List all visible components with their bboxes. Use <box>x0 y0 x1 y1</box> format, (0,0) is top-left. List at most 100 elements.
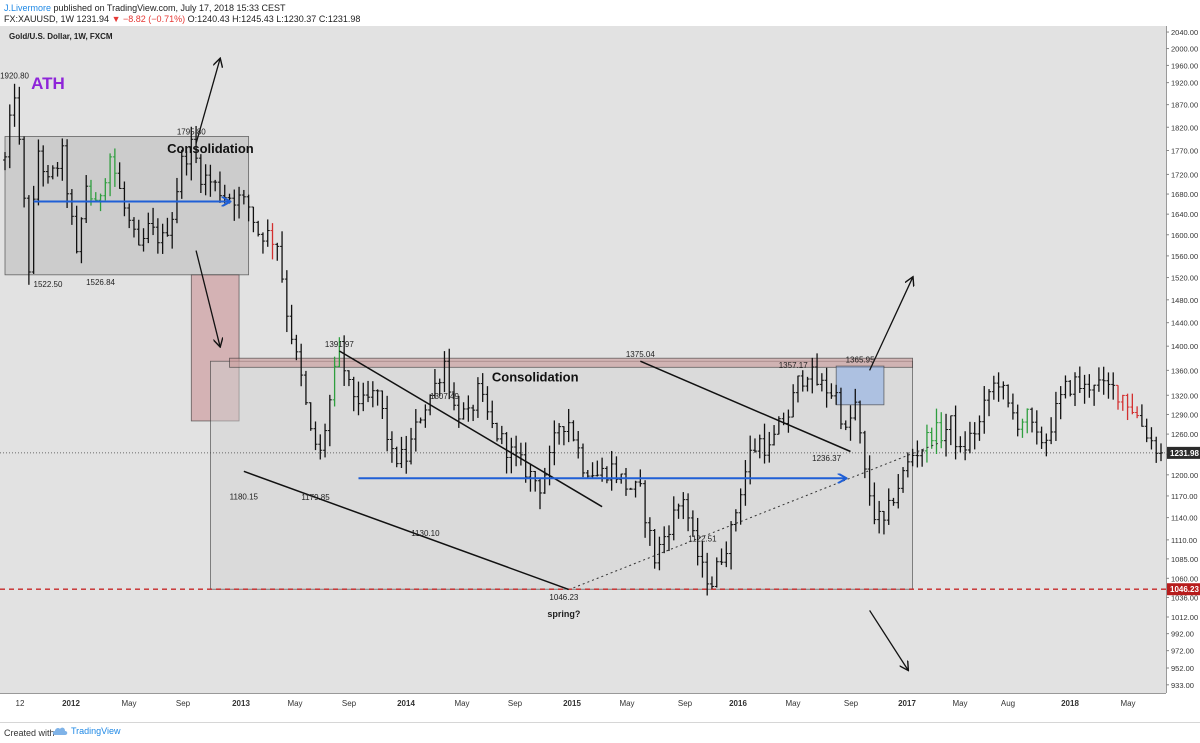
price-tick-label: 1680.00 <box>1171 190 1198 199</box>
price-tick-label: 1170.00 <box>1171 492 1198 501</box>
support-price-marker <box>1167 583 1200 596</box>
time-tick-label: May <box>454 699 469 708</box>
last-price: 1231.94 <box>76 14 110 24</box>
tradingview-link[interactable]: TradingView <box>52 726 121 736</box>
swing-price-label: 1357.17 <box>779 361 808 370</box>
time-tick-label: 12 <box>16 699 25 708</box>
time-axis-background <box>0 693 1166 722</box>
trendline <box>243 470 569 591</box>
spring-label: spring? <box>547 609 580 619</box>
price-tick-label: 1960.00 <box>1171 61 1198 70</box>
time-tick-label: Sep <box>844 699 859 708</box>
time-tick-label: Sep <box>508 699 523 708</box>
time-tick-label: 2018 <box>1061 699 1079 708</box>
ath-label: ATH <box>31 74 65 93</box>
price-tick-label: 1200.00 <box>1171 471 1198 480</box>
time-tick-label: 2013 <box>232 699 250 708</box>
swing-price-label: 1795.80 <box>177 127 206 136</box>
direction-arrow <box>869 610 908 669</box>
low-value: 1230.37 <box>283 14 317 24</box>
low-label: L: <box>276 14 284 24</box>
time-tick-label: May <box>287 699 302 708</box>
price-tick-label: 1520.00 <box>1171 274 1198 283</box>
publish-header: J.Livermore published on TradingView.com… <box>0 0 1200 26</box>
last-price-marker <box>1167 446 1200 459</box>
direction-arrow <box>869 278 913 371</box>
down-triangle-icon: ▼ <box>111 14 121 24</box>
swing-price-label: 1236.37 <box>812 454 841 463</box>
support-price-marker-label: 1046.23 <box>1170 585 1199 594</box>
swing-price-label: 1122.51 <box>688 535 717 544</box>
created-with-label: Created with <box>4 728 55 738</box>
chart-title: Gold/U.S. Dollar, 1W, FXCM <box>9 32 113 41</box>
price-tick-label: 1036.00 <box>1171 593 1198 602</box>
price-tick-label: 1110.00 <box>1171 536 1197 545</box>
time-tick-label: 2014 <box>397 699 415 708</box>
price-tick-label: 1260.00 <box>1171 430 1198 439</box>
symbol-ohlc-line: FX:XAUUSD, 1W 1231.94 ▼ −8.82 (−0.71%) O… <box>4 14 360 24</box>
zone-blue-box-2018 <box>835 365 885 406</box>
price-tick-label: 1560.00 <box>1171 252 1198 261</box>
price-tick-label: 1140.00 <box>1171 514 1198 523</box>
time-tick-label: Sep <box>176 699 191 708</box>
time-tick-label: May <box>952 699 967 708</box>
zone-resistance-band <box>229 357 914 368</box>
price-tick-label: 1012.00 <box>1171 613 1198 622</box>
time-tick-label: Sep <box>678 699 693 708</box>
author-link[interactable]: J.Livermore <box>4 3 52 13</box>
swing-price-label: 1046.23 <box>549 593 578 602</box>
price-tick-label: 1920.00 <box>1171 79 1198 88</box>
time-tick-label: 2015 <box>563 699 581 708</box>
tradingview-brand: TradingView <box>71 726 121 736</box>
swing-price-label: 1920.80 <box>0 71 29 80</box>
swing-price-label: 1307.49 <box>430 392 459 401</box>
footer: Created with TradingView <box>0 722 1200 743</box>
price-axis-background <box>1166 26 1200 722</box>
last-price-marker-label: 1231.98 <box>1170 449 1199 458</box>
price-tick-label: 972.00 <box>1171 647 1194 656</box>
tradingview-cloud-icon <box>52 727 68 735</box>
direction-arrow <box>195 59 220 144</box>
swing-price-label: 1179.85 <box>301 493 330 502</box>
price-tick-label: 1440.00 <box>1171 319 1198 328</box>
published-text: published on TradingView.com, July 17, 2… <box>53 3 286 13</box>
price-tick-label: 2000.00 <box>1171 45 1198 54</box>
direction-arrow <box>195 250 220 347</box>
open-label: O: <box>187 14 198 24</box>
consolidation-label: Consolidation <box>167 141 254 156</box>
time-tick-label: 2017 <box>898 699 916 708</box>
price-change: −8.82 (−0.71%) <box>123 14 186 24</box>
time-tick-label: May <box>1120 699 1135 708</box>
high-label: H: <box>232 14 242 24</box>
price-tick-label: 1480.00 <box>1171 296 1198 305</box>
high-value: 1245.43 <box>241 14 274 24</box>
price-chart[interactable]: 1920.80 1795.80 1522.50 1526.84 1391.97 1180.… <box>0 26 1200 722</box>
time-tick-label: May <box>785 699 800 708</box>
zone-consolidation-box-2013-2018 <box>210 360 914 590</box>
price-tick-label: 1720.00 <box>1171 170 1198 179</box>
swing-price-label: 1391.97 <box>325 340 354 349</box>
time-tick-label: May <box>121 699 136 708</box>
price-tick-label: 1600.00 <box>1171 231 1198 240</box>
swing-price-label: 1526.84 <box>86 278 115 287</box>
publish-line: J.Livermore published on TradingView.com… <box>4 3 286 13</box>
price-tick-label: 1870.00 <box>1171 101 1198 110</box>
time-tick-label: Sep <box>342 699 357 708</box>
price-tick-label: 1060.00 <box>1171 574 1198 583</box>
price-tick-label: 1400.00 <box>1171 342 1198 351</box>
price-tick-label: 1290.00 <box>1171 410 1198 419</box>
close-label: C: <box>318 14 328 24</box>
swing-price-label: 1365.95 <box>846 356 875 365</box>
price-tick-label: 933.00 <box>1171 681 1194 690</box>
open-value: 1240.43 <box>197 14 230 24</box>
price-tick-label: 1640.00 <box>1171 210 1198 219</box>
time-tick-label: Aug <box>1001 699 1015 708</box>
time-tick-label: 2016 <box>729 699 747 708</box>
time-tick-label: May <box>619 699 634 708</box>
swing-price-label: 1522.50 <box>34 280 63 289</box>
trendline <box>338 350 603 508</box>
price-tick-label: 952.00 <box>1171 664 1194 673</box>
price-tick-label: 1085.00 <box>1171 555 1198 564</box>
swing-price-label: 1180.15 <box>230 493 259 502</box>
swing-price-label: 1130.10 <box>411 529 440 538</box>
